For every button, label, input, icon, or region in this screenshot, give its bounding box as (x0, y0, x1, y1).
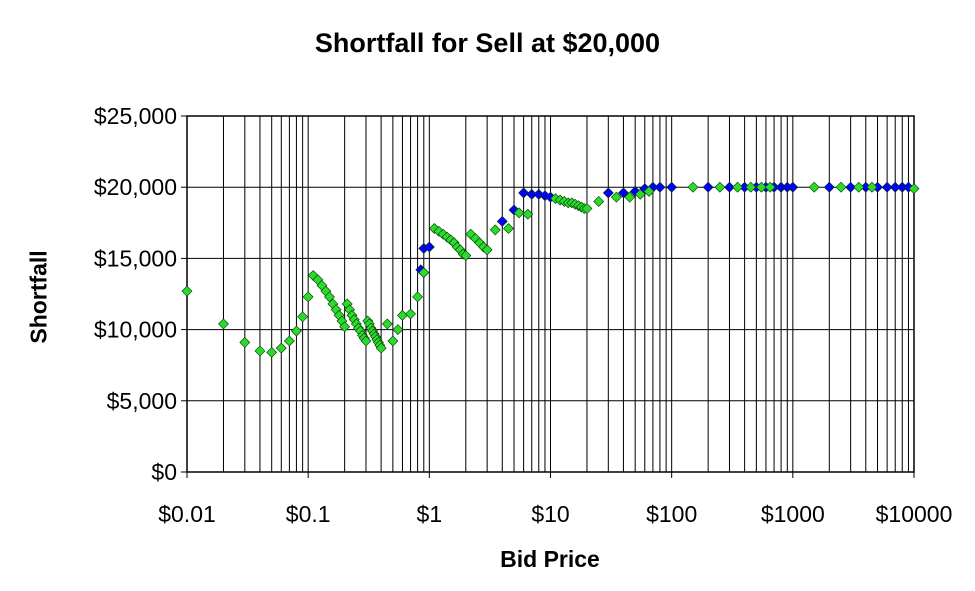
data-point (908, 183, 920, 195)
data-point (375, 342, 387, 354)
data-point (302, 291, 314, 303)
data-point (610, 191, 622, 203)
data-point (702, 181, 714, 193)
x-tick-label: $100 (646, 501, 697, 527)
data-point (522, 208, 534, 220)
y-tick-label: $20,000 (94, 174, 177, 200)
data-point (266, 346, 278, 358)
x-tick-label: $10000 (876, 501, 953, 527)
data-point (724, 181, 735, 193)
x-axis-tick-labels: $0.01 $0.1 $1 $10 $100 $1000 $10000 (158, 472, 952, 527)
y-tick-label: $15,000 (94, 245, 177, 271)
data-point (881, 181, 893, 193)
y-axis-label: Shortfall (25, 250, 52, 344)
x-tick-label: $0.1 (286, 501, 331, 527)
data-point (618, 187, 629, 199)
data-point (496, 215, 508, 227)
data-point (835, 181, 847, 193)
data-point (339, 321, 351, 333)
data-point (581, 203, 593, 214)
x-tick-label: $0.01 (158, 501, 216, 527)
x-tick-label: $10 (531, 501, 569, 527)
data-point (513, 207, 525, 219)
data-point (755, 181, 767, 193)
data-point (297, 311, 309, 323)
data-point (275, 342, 287, 354)
data-point (654, 181, 666, 193)
y-tick-label: $10,000 (94, 317, 177, 343)
x-tick-label: $1000 (761, 501, 825, 527)
data-point (218, 318, 229, 330)
data-point (283, 335, 295, 347)
data-point (360, 335, 372, 347)
data-point (866, 181, 878, 193)
data-point (732, 181, 744, 193)
y-tick-label: $25,000 (94, 103, 177, 129)
data-point (405, 308, 416, 320)
data-point (254, 345, 266, 357)
data-point (412, 291, 424, 303)
data-point (518, 187, 530, 199)
data-markers (181, 181, 920, 358)
data-point (853, 181, 865, 193)
data-point (503, 223, 514, 234)
data-point (418, 267, 430, 279)
data-point (624, 191, 636, 203)
data-point (291, 325, 302, 337)
data-point (666, 181, 678, 193)
data-point (387, 335, 399, 347)
data-point (823, 181, 835, 193)
data-point (423, 241, 435, 253)
data-point (745, 181, 757, 193)
series-markers (181, 181, 920, 358)
data-point (489, 224, 501, 236)
data-point (593, 196, 605, 207)
data-point (643, 186, 655, 197)
y-axis-tick-labels: $0 $5,000 $10,000 $15,000 $20,000 $25,000 (94, 103, 187, 485)
data-point (392, 324, 404, 336)
data-point (481, 244, 493, 256)
data-point (714, 181, 726, 193)
chart-title: Shortfall for Sell at $20,000 (314, 28, 661, 58)
data-point (787, 181, 799, 193)
data-point (324, 291, 335, 303)
data-point (845, 181, 857, 193)
y-tick-label: $0 (151, 459, 177, 485)
x-axis-label: Bid Price (500, 546, 600, 572)
data-point (602, 187, 614, 199)
data-point (808, 181, 820, 193)
y-tick-label: $5,000 (107, 388, 177, 414)
data-point (687, 181, 699, 193)
data-point (634, 188, 646, 200)
x-tick-label: $1 (417, 501, 443, 527)
data-point (460, 250, 472, 261)
data-point (239, 336, 251, 348)
data-point (764, 181, 776, 193)
data-point (381, 318, 393, 330)
data-point (181, 285, 193, 297)
